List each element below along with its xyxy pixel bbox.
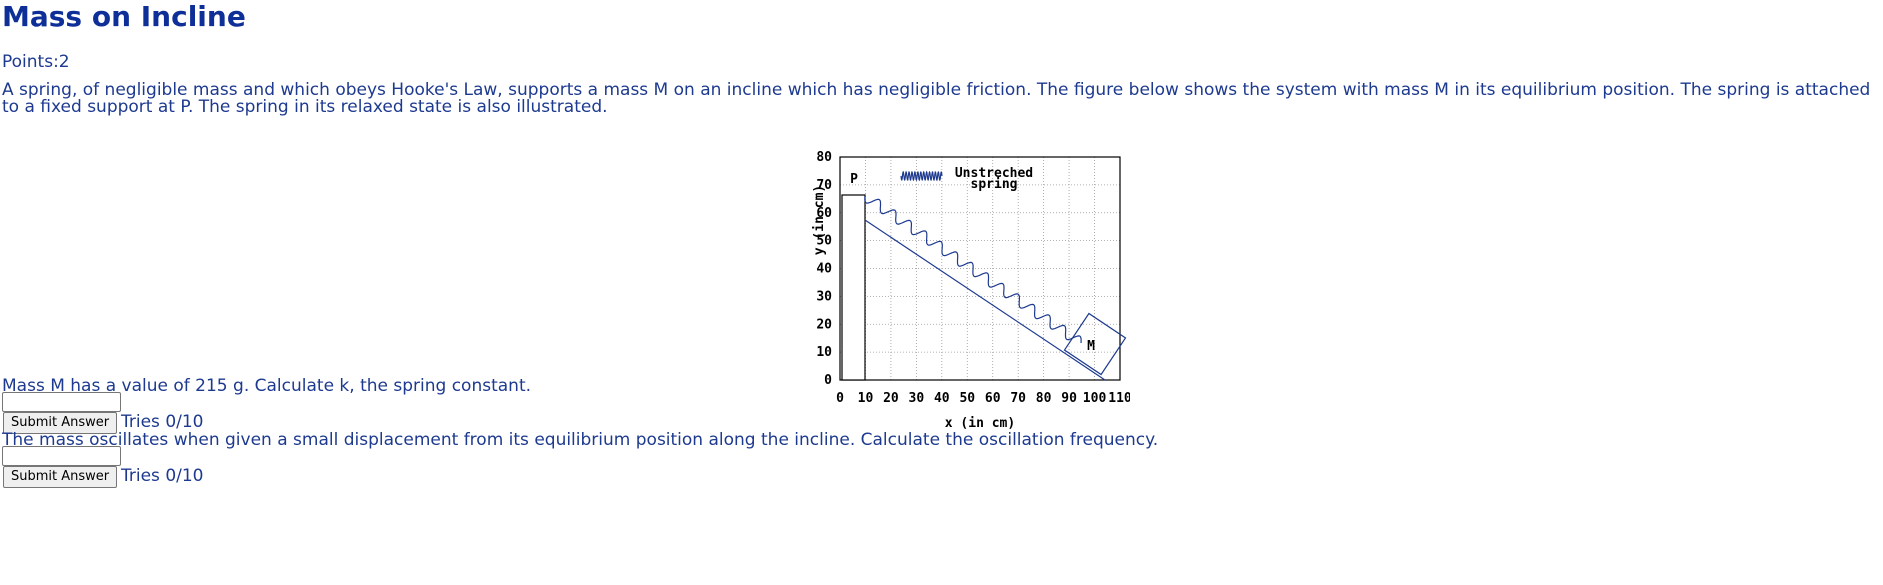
y-tick-label: 60 [816,206,832,221]
legend-label-line2: spring [971,177,1018,192]
points-label: Points:2 [2,52,70,72]
incline-plot: 0 10 20 30 40 50 60 70 80 90 100 110 0 10 20 30 40 50 60 7… [812,150,1130,431]
problem-description: A spring, of negligible mass and which o… [2,80,1871,117]
unstretched-spring-legend [900,170,943,182]
x-tick-label: 30 [909,391,925,406]
fixed-support [841,194,866,381]
x-tick-labels: 0 10 20 30 40 50 60 70 80 90 100 110 [836,391,1130,406]
incline-figure: 0 10 20 30 40 50 60 70 80 90 100 110 0 10 20 30 40 50 60 7… [740,140,1130,440]
y-tick-labels: 0 10 20 30 40 50 60 70 80 [816,150,832,388]
y-tick-label: 40 [816,262,832,277]
y-tick-label: 70 [816,178,832,193]
question-1-text: Mass M has a value of 215 g. Calculate k… [2,376,532,396]
x-tick-label: 60 [985,391,1001,406]
question-1-tries: Tries 0/10 [121,412,204,432]
y-tick-label: 20 [816,317,832,332]
question-2-submit-button[interactable]: Submit Answer [3,466,118,488]
x-tick-label: 90 [1061,391,1077,406]
legend-label-line1: Unstreched [955,166,1033,181]
x-tick-label: 20 [883,391,899,406]
support-label-p: P [850,172,858,187]
question-1-answer-input[interactable] [2,392,121,412]
x-tick-label: 70 [1010,391,1026,406]
question-2-tries: Tries 0/10 [121,466,204,486]
y-tick-label: 10 [816,345,832,360]
x-tick-label: 110 [1108,391,1130,406]
y-tick-label: 30 [816,289,832,304]
incline-line [864,219,1106,381]
x-tick-label: 10 [858,391,874,406]
y-tick-label: 0 [824,373,832,388]
question-2-text: The mass oscillates when given a small d… [2,430,1159,450]
x-tick-label: 80 [1036,391,1052,406]
y-tick-label: 80 [816,150,832,165]
question-2-answer-input[interactable] [2,446,121,466]
x-tick-label: 0 [836,391,844,406]
question-1-submit-button[interactable]: Submit Answer [3,412,118,434]
stretched-spring [864,195,1082,344]
mass-label-m: M [1087,339,1095,354]
x-tick-label: 100 [1083,391,1107,406]
y-tick-label: 50 [816,234,832,249]
mass-block [1063,312,1127,376]
x-tick-label: 50 [959,391,975,406]
x-tick-label: 40 [934,391,950,406]
problem-title: Mass on Incline [2,0,246,33]
x-axis-label: x (in cm) [945,416,1015,431]
y-axis-label: y (in cm) [812,185,827,255]
plot-frame [839,156,1121,381]
